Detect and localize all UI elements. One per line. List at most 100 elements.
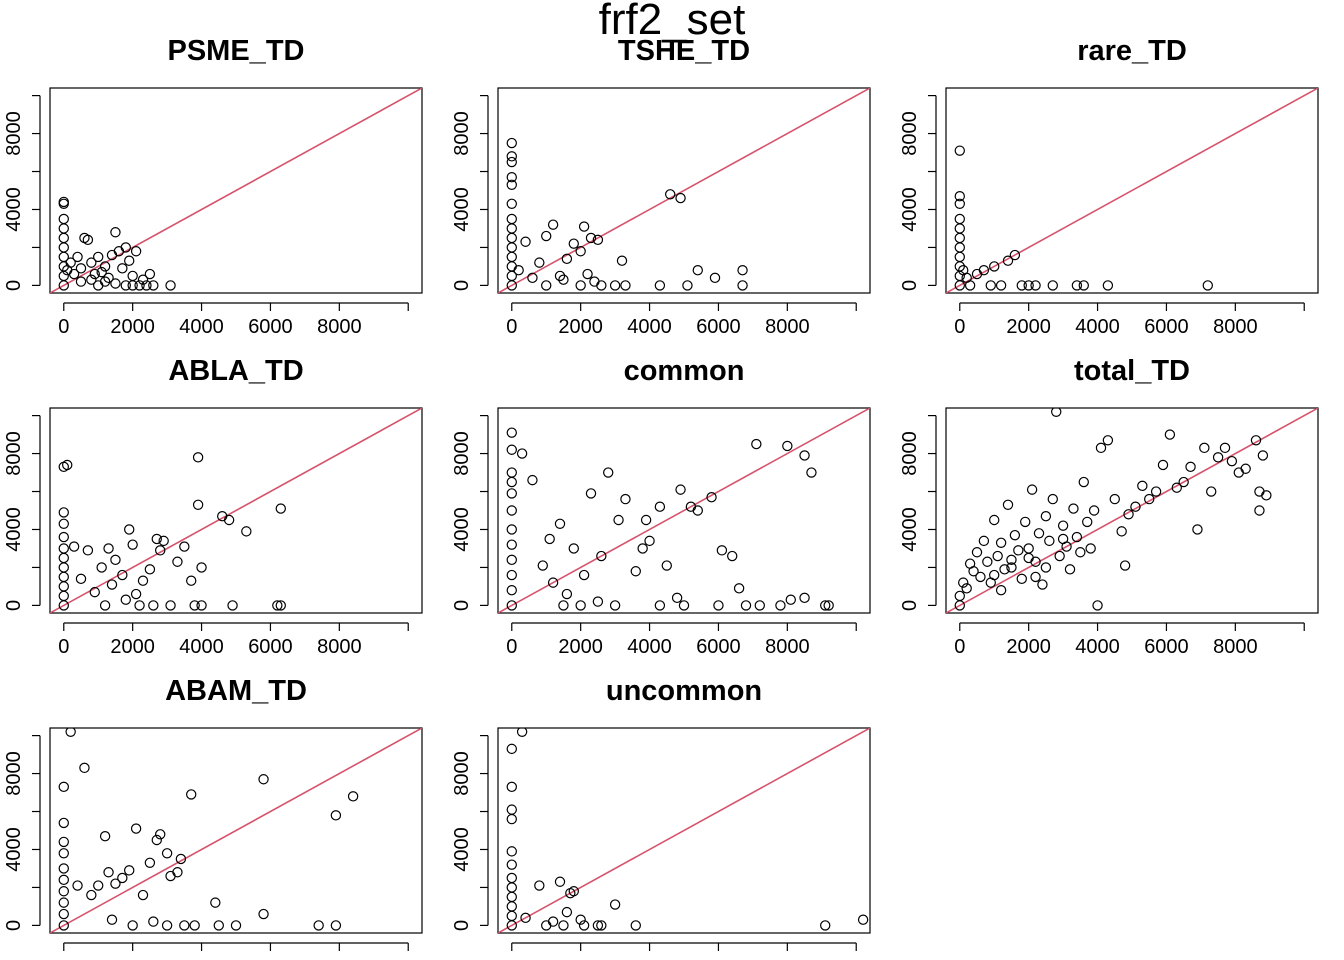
data-point bbox=[130, 246, 142, 257]
data-point bbox=[506, 261, 517, 272]
data-point bbox=[65, 728, 76, 737]
points bbox=[58, 196, 176, 291]
data-point bbox=[134, 280, 145, 291]
x-tick-label: 6000 bbox=[696, 316, 741, 338]
data-point bbox=[575, 914, 586, 925]
data-point bbox=[186, 575, 197, 586]
data-point bbox=[1095, 442, 1107, 454]
data-point bbox=[258, 908, 269, 920]
data-point bbox=[117, 263, 128, 274]
data-point bbox=[534, 880, 545, 891]
points bbox=[58, 452, 286, 611]
data-point bbox=[554, 876, 566, 887]
y-tick-label: 4000 bbox=[451, 827, 473, 872]
data-point bbox=[665, 189, 676, 200]
data-point bbox=[1157, 459, 1169, 471]
data-point bbox=[954, 145, 965, 156]
panel-title: ABLA_TD bbox=[168, 355, 303, 387]
data-point bbox=[241, 526, 252, 537]
data-point bbox=[1006, 554, 1017, 566]
data-point bbox=[158, 535, 169, 547]
data-point bbox=[189, 600, 200, 611]
data-point bbox=[127, 270, 138, 282]
data-point bbox=[1130, 501, 1141, 512]
data-point bbox=[630, 566, 641, 577]
data-point bbox=[137, 889, 149, 901]
data-point bbox=[1009, 529, 1021, 541]
data-point bbox=[1040, 562, 1052, 573]
x-tick-label: 0 bbox=[58, 316, 69, 338]
data-point bbox=[161, 920, 173, 931]
data-point bbox=[189, 920, 200, 931]
data-point bbox=[62, 459, 73, 471]
x-tick-label: 2000 bbox=[558, 316, 603, 338]
data-point bbox=[575, 280, 586, 291]
plot-frame bbox=[497, 407, 871, 614]
data-point bbox=[1054, 550, 1065, 562]
data-point bbox=[692, 505, 703, 516]
data-point bbox=[506, 859, 517, 870]
panel-uncommon: uncommon 0 4000 8000 bbox=[451, 675, 871, 951]
data-point bbox=[58, 920, 69, 931]
panel-title: total_TD bbox=[1074, 355, 1190, 387]
data-point bbox=[68, 541, 80, 552]
data-point bbox=[609, 600, 621, 611]
x-tick-label: 8000 bbox=[317, 636, 362, 658]
y-tick-label: 0 bbox=[451, 600, 473, 611]
data-point bbox=[609, 899, 621, 910]
data-point bbox=[596, 280, 607, 291]
data-point bbox=[1044, 535, 1055, 547]
data-point bbox=[1240, 463, 1251, 474]
data-point bbox=[520, 236, 531, 247]
data-point bbox=[1088, 505, 1100, 516]
data-point bbox=[1164, 429, 1176, 440]
y-tick-label: 0 bbox=[899, 600, 921, 611]
points bbox=[506, 427, 834, 611]
data-point bbox=[1254, 505, 1265, 516]
data-point bbox=[709, 272, 721, 284]
data-point bbox=[506, 213, 517, 225]
figure-title: frf2_set bbox=[599, 0, 746, 44]
data-point bbox=[75, 263, 87, 274]
data-point bbox=[137, 274, 149, 285]
data-point bbox=[127, 539, 138, 550]
data-point bbox=[1047, 493, 1058, 505]
data-point bbox=[527, 474, 538, 486]
data-point bbox=[1185, 461, 1196, 473]
data-point bbox=[82, 545, 94, 556]
data-point bbox=[1202, 280, 1213, 291]
data-point bbox=[958, 577, 969, 588]
data-point bbox=[754, 600, 765, 611]
data-point bbox=[58, 232, 69, 244]
plot-frame bbox=[497, 727, 871, 934]
plot-frame bbox=[49, 87, 423, 294]
y-tick-label: 8000 bbox=[3, 431, 25, 476]
data-point bbox=[1020, 516, 1031, 528]
data-point bbox=[72, 251, 83, 263]
data-point bbox=[1123, 509, 1134, 520]
data-point bbox=[1016, 573, 1027, 585]
data-point bbox=[975, 571, 986, 583]
data-point bbox=[1023, 280, 1034, 291]
y-tick-label: 8000 bbox=[3, 111, 25, 156]
data-point bbox=[124, 865, 135, 876]
data-point bbox=[223, 514, 235, 526]
data-point bbox=[613, 514, 624, 526]
data-point bbox=[506, 467, 517, 478]
data-point bbox=[1109, 493, 1120, 505]
data-point bbox=[127, 920, 138, 931]
data-point bbox=[671, 592, 683, 604]
data-point bbox=[106, 914, 118, 925]
data-point bbox=[506, 781, 517, 793]
data-point bbox=[578, 569, 590, 581]
data-point bbox=[58, 223, 69, 234]
data-point bbox=[527, 272, 538, 284]
data-point bbox=[275, 503, 286, 514]
data-point bbox=[110, 878, 121, 889]
y-tick-label: 4000 bbox=[3, 187, 25, 232]
x-tick-label: 4000 bbox=[627, 636, 672, 658]
data-point bbox=[1219, 442, 1231, 454]
data-point bbox=[640, 514, 652, 526]
data-point bbox=[737, 265, 748, 276]
data-point bbox=[86, 274, 97, 285]
